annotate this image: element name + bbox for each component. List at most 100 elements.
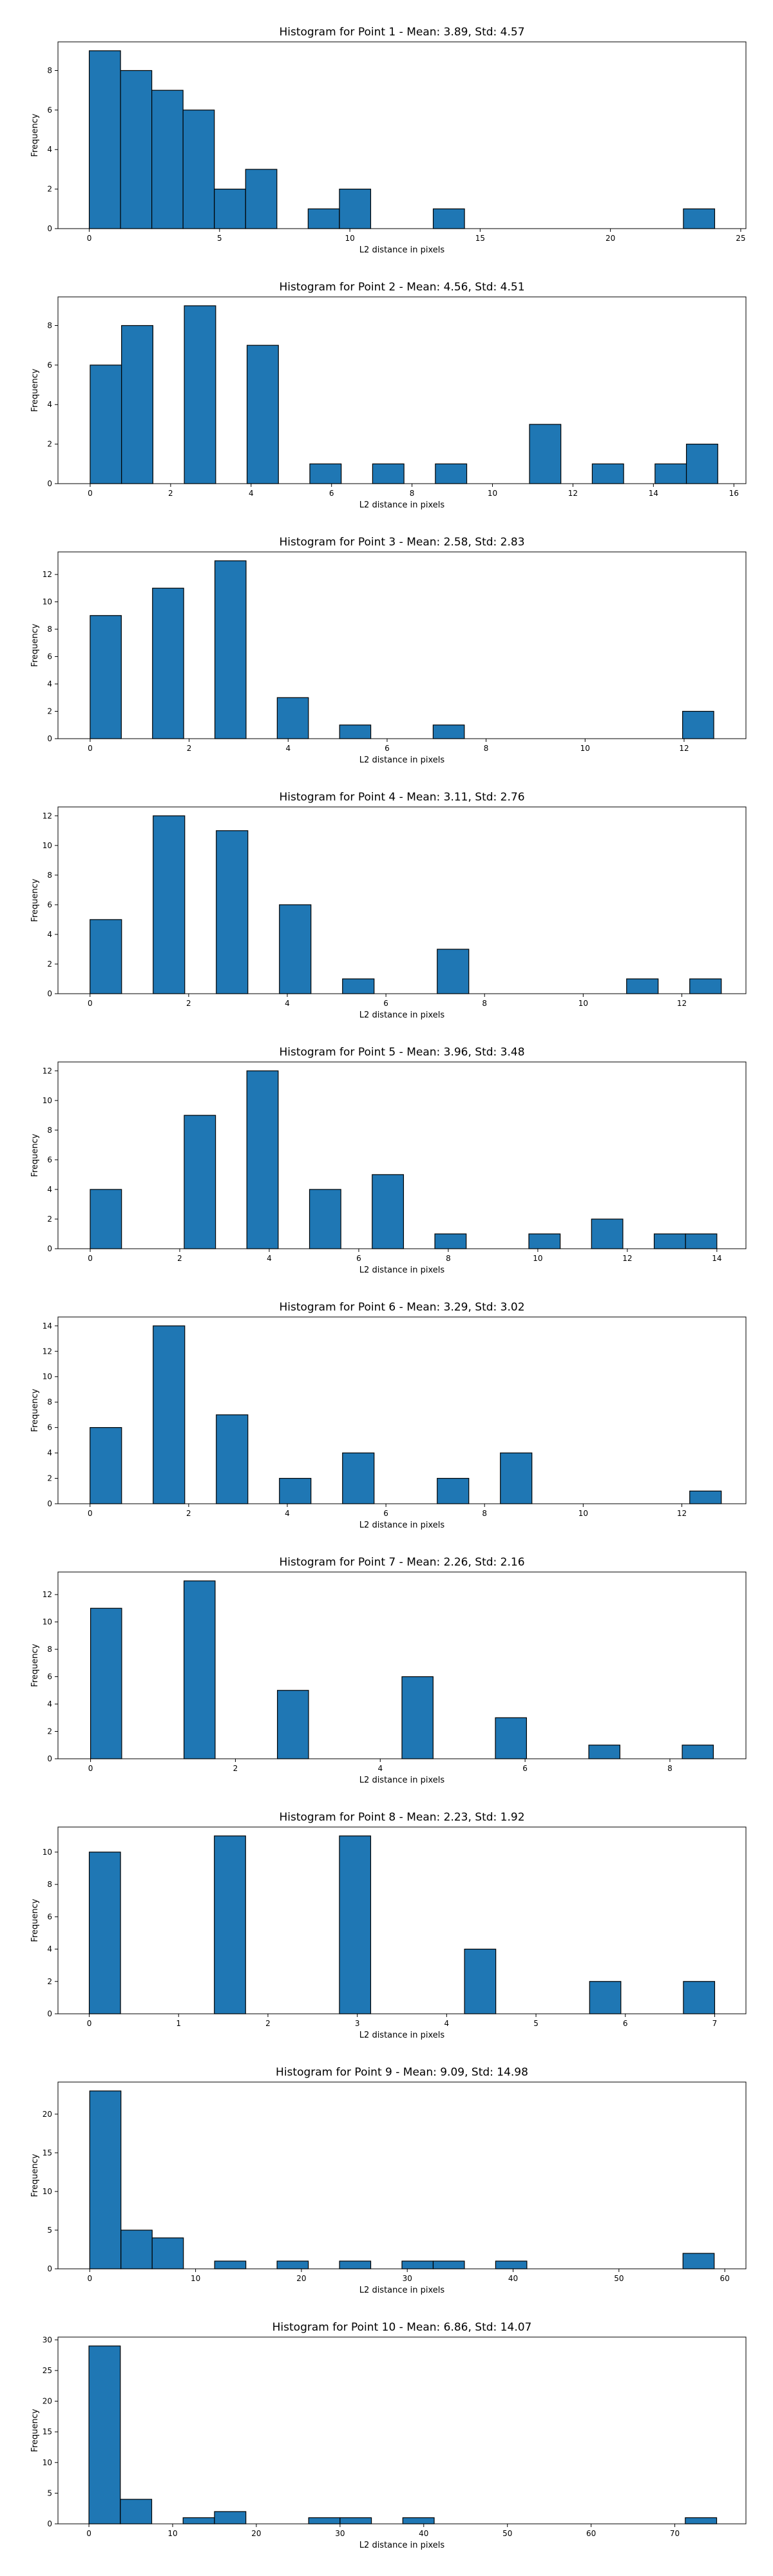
y-axis-label: Frequency xyxy=(30,1899,40,1942)
chart-title: Histogram for Point 3 - Mean: 2.58, Std:… xyxy=(279,536,524,549)
histogram-bar xyxy=(432,724,465,739)
x-tick-label: 8 xyxy=(484,744,489,753)
x-tick-label: 0 xyxy=(88,999,93,1008)
histogram-bar xyxy=(88,50,121,229)
histogram-panel-4: Histogram for Point 4 - Mean: 3.11, Std:… xyxy=(30,791,747,1020)
x-tick-label: 2 xyxy=(265,2019,271,2028)
y-tick-label: 15 xyxy=(43,2427,52,2436)
x-tick-label: 70 xyxy=(670,2529,680,2538)
y-tick-label: 4 xyxy=(47,1185,52,1194)
x-tick-label: 12 xyxy=(622,1254,632,1263)
histogram-bar xyxy=(276,2260,309,2269)
axes-frame xyxy=(57,41,747,229)
chart-title: Histogram for Point 2 - Mean: 4.56, Std:… xyxy=(279,281,524,294)
x-tick-label: 8 xyxy=(482,999,487,1008)
x-tick-label: 12 xyxy=(568,489,578,498)
histogram-bar xyxy=(685,1233,718,1249)
y-tick-label: 6 xyxy=(47,1912,52,1921)
x-tick-label: 3 xyxy=(355,2019,360,2028)
y-tick-label: 30 xyxy=(43,2335,52,2344)
x-tick-label: 10 xyxy=(488,489,497,498)
histogram-bar xyxy=(591,1218,624,1249)
histogram-bar xyxy=(184,305,216,484)
axes-frame xyxy=(57,1571,747,1759)
histogram-bar xyxy=(683,1981,716,2014)
histogram-bar xyxy=(88,2345,121,2524)
histogram-bar xyxy=(464,1948,497,2014)
y-tick-label: 0 xyxy=(47,734,52,743)
histogram-bar xyxy=(90,919,122,994)
y-tick-label: 6 xyxy=(47,106,52,115)
histogram-bar xyxy=(214,560,247,739)
x-tick-label: 14 xyxy=(712,1254,721,1263)
histogram-bar xyxy=(309,1189,341,1249)
chart-title: Histogram for Point 9 - Mean: 9.09, Std:… xyxy=(276,2066,528,2079)
x-tick-label: 4 xyxy=(285,1509,290,1518)
histogram-panel-1: Histogram for Point 1 - Mean: 3.89, Std:… xyxy=(30,26,747,255)
x-tick-label: 40 xyxy=(419,2529,428,2538)
x-tick-label: 2 xyxy=(187,744,192,753)
y-tick-label: 4 xyxy=(47,1945,52,1954)
histogram-panel-10: Histogram for Point 10 - Mean: 6.86, Std… xyxy=(30,2321,747,2550)
y-tick-label: 8 xyxy=(47,321,52,330)
x-tick-label: 2 xyxy=(168,489,173,498)
chart-title: Histogram for Point 4 - Mean: 3.11, Std:… xyxy=(279,791,524,804)
axes-frame xyxy=(57,1826,747,2014)
x-tick-label: 50 xyxy=(614,2274,624,2283)
y-axis-label: Frequency xyxy=(30,2409,40,2452)
histogram-bar xyxy=(435,463,468,484)
x-axis-label: L2 distance in pixels xyxy=(359,2541,445,2550)
histogram-bar xyxy=(339,1835,372,2014)
y-tick-label: 0 xyxy=(47,2519,52,2528)
histogram-bar xyxy=(121,325,153,484)
x-tick-label: 0 xyxy=(88,744,93,753)
histogram-bar xyxy=(151,2237,184,2269)
histogram-bar xyxy=(432,208,465,229)
y-tick-label: 12 xyxy=(43,570,52,579)
x-tick-label: 0 xyxy=(88,1254,93,1263)
histogram-bar xyxy=(626,978,659,994)
x-axis-label: L2 distance in pixels xyxy=(359,245,445,255)
x-tick-label: 20 xyxy=(251,2529,261,2538)
axes-frame xyxy=(57,296,747,484)
y-tick-label: 8 xyxy=(47,1880,52,1889)
histogram-bar xyxy=(90,1427,122,1504)
histogram-bar xyxy=(682,1745,714,1759)
x-tick-label: 60 xyxy=(586,2529,596,2538)
histogram-bar xyxy=(682,2253,715,2269)
histogram-bar xyxy=(683,208,716,229)
y-tick-label: 8 xyxy=(47,871,52,880)
histogram-bar xyxy=(120,2499,153,2524)
y-axis-label: Frequency xyxy=(30,623,40,667)
histogram-bar xyxy=(342,1452,375,1504)
y-axis-label: Frequency xyxy=(30,878,40,922)
y-tick-label: 10 xyxy=(43,841,52,850)
y-tick-label: 8 xyxy=(47,1397,52,1406)
histogram-bar xyxy=(184,1115,216,1249)
y-tick-label: 0 xyxy=(47,1499,52,1508)
x-tick-label: 8 xyxy=(446,1254,451,1263)
x-tick-label: 10 xyxy=(191,2274,200,2283)
histogram-bar xyxy=(339,2260,372,2269)
y-tick-label: 8 xyxy=(47,66,52,75)
histogram-bar xyxy=(214,2260,247,2269)
histogram-bar xyxy=(402,2517,435,2524)
y-tick-label: 12 xyxy=(43,1066,52,1075)
y-tick-label: 2 xyxy=(47,1727,52,1736)
x-tick-label: 5 xyxy=(533,2019,539,2028)
axes-frame xyxy=(57,2081,747,2269)
x-tick-label: 0 xyxy=(87,2019,92,2028)
x-tick-label: 20 xyxy=(296,2274,306,2283)
x-tick-label: 10 xyxy=(345,234,354,243)
histogram-panel-9: Histogram for Point 9 - Mean: 9.09, Std:… xyxy=(30,2066,747,2295)
histogram-bar xyxy=(214,1835,246,2014)
histogram-bar xyxy=(589,1981,622,2014)
histogram-bar xyxy=(372,463,405,484)
x-tick-label: 6 xyxy=(385,744,390,753)
y-tick-label: 5 xyxy=(47,2226,52,2235)
axes-frame xyxy=(57,551,747,739)
y-tick-label: 0 xyxy=(47,224,52,233)
y-axis-label: Frequency xyxy=(30,1133,40,1177)
x-tick-label: 50 xyxy=(502,2529,512,2538)
histogram-bar xyxy=(339,189,372,229)
